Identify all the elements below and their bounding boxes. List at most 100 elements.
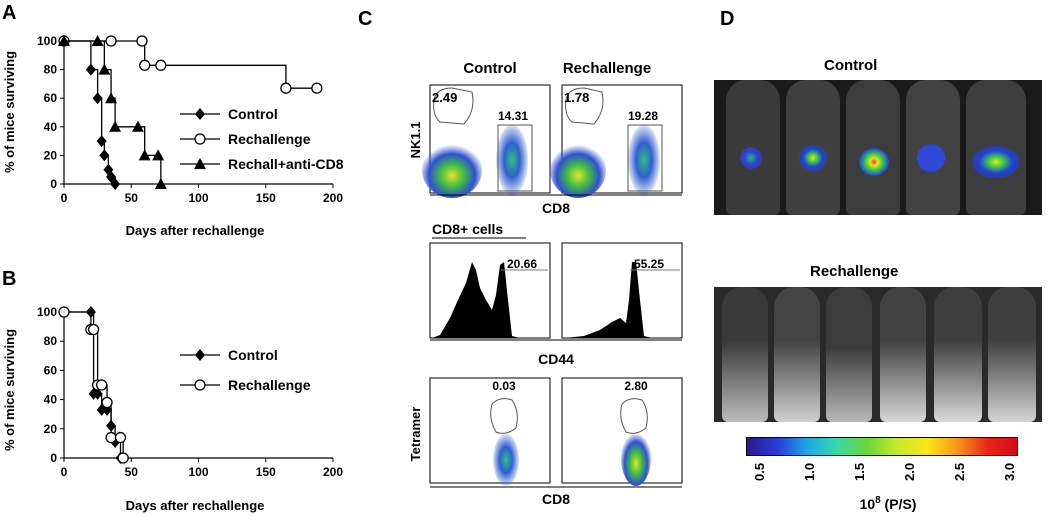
panel-letter-d: D: [720, 8, 735, 30]
b-point-1-5: [101, 396, 113, 409]
c-row2-xlabel: CD44: [538, 351, 574, 367]
d-colorbar-exp: 8: [875, 495, 881, 506]
a-xtick-label-4: 200: [323, 191, 343, 205]
c-row1-control-cd8-value: 14.31: [498, 109, 528, 123]
d-cbar-tick-2: 1.5: [852, 463, 867, 481]
a-xtick-label-1: 50: [125, 191, 139, 205]
c-row3-xlabel: CD8: [542, 491, 570, 507]
a-xlabel: Days after rechallenge: [126, 223, 265, 238]
a-point-0-7: [110, 178, 121, 190]
c-row3-control-plot: [429, 377, 551, 484]
d-rechall-mouse-1: [722, 287, 768, 422]
a-point-1-2: [136, 35, 148, 47]
d-rechall-mouse-3: [826, 287, 872, 422]
a-ytick-label-5: 100: [37, 34, 57, 48]
a-point-2-3: [105, 92, 118, 104]
c-row1-rechall-dense: [550, 142, 606, 198]
c-row1-rechall-nk-value: 1.78: [564, 90, 589, 105]
c-row1-control-nk-value: 2.49: [432, 90, 457, 105]
b-point-1-2: [87, 323, 100, 336]
b-legend-label-0: Control: [228, 347, 278, 363]
d-cbar-tick-5: 3.0: [1002, 463, 1017, 481]
a-point-0-4: [99, 149, 110, 162]
c-row2-control-value: 20.66: [507, 257, 537, 271]
c-row3-rechall-pop: [621, 430, 651, 486]
a-point-1-1: [105, 35, 117, 47]
d-control-image: [714, 80, 1042, 215]
c-row1-control-cd8-pop: [496, 125, 528, 195]
c-row3-rechall-value: 2.80: [624, 379, 648, 393]
a-point-2-8: [154, 178, 167, 189]
a-ytick-label-1: 20: [44, 148, 58, 162]
c-row3-ylabel: Tetramer: [408, 407, 423, 462]
a-point-2-5: [131, 120, 144, 132]
d-signal-4: [917, 144, 945, 172]
b-ytick-label-3: 60: [44, 363, 58, 377]
b-ytick-label-2: 40: [44, 393, 58, 407]
d-cbar-tick-3: 2.0: [902, 463, 917, 481]
survival-chart-a: % of mice surviving Days after rechallen…: [2, 34, 344, 238]
a-point-2-0: [58, 35, 70, 46]
d-colorbar: [746, 437, 1018, 456]
c-row1-control-cd8-gate: [497, 124, 533, 192]
a-ytick-label-2: 40: [44, 120, 58, 134]
a-legend-label-1: Rechallenge: [228, 131, 311, 147]
c-row2-title: CD8+ cells: [432, 221, 503, 237]
a-ytick-label-0: 0: [50, 177, 57, 191]
a-point-0-3: [96, 135, 107, 148]
a-xtick-label-0: 0: [61, 191, 68, 205]
b-xtick-label-1: 50: [125, 465, 139, 479]
b-point-1-7: [114, 431, 127, 444]
a-point-1-6: [311, 82, 323, 94]
b-point-1-6: [105, 431, 117, 444]
c-row2-control-histogram: [432, 262, 520, 338]
c-row2-rechall-value: 55.25: [634, 257, 664, 271]
d-rechallenge-image: [714, 287, 1042, 422]
d-colorbar-label: 108 (P/S): [860, 495, 917, 512]
b-ytick-label-0: 0: [50, 451, 57, 465]
d-rechall-mouse-2: [774, 287, 820, 422]
b-ylabel: % of mice surviving: [2, 329, 17, 451]
a-series-line-1: [64, 40, 317, 89]
a-legend-marker-2: [194, 158, 206, 169]
c-row1-rechall-nk-gate: [565, 87, 604, 125]
c-row3-control-gate: [490, 398, 518, 434]
d-signal-3: [859, 148, 889, 176]
a-xtick-label-2: 100: [188, 191, 208, 205]
b-xtick-label-3: 150: [256, 465, 276, 479]
c-row1-control-nk-gate: [433, 87, 474, 125]
d-rechall-mouse-5: [934, 287, 982, 422]
a-point-1-4: [155, 59, 167, 71]
d-cbar-tick-1: 1.0: [802, 463, 817, 481]
a-xtick-label-3: 150: [256, 191, 276, 205]
a-point-2-4: [109, 120, 122, 132]
c-col-control: Control: [463, 60, 516, 77]
panel-letter-b: B: [2, 268, 17, 290]
b-xlabel: Days after rechallenge: [126, 498, 265, 513]
d-cbar-tick-0: 0.5: [752, 463, 767, 481]
a-point-1-3: [139, 59, 151, 71]
a-series-line-0: [64, 40, 116, 184]
a-legend-marker-1: [194, 133, 206, 145]
a-point-2-1: [91, 35, 104, 46]
a-legend-label-0: Control: [228, 106, 278, 122]
d-rechallenge-label: Rechallenge: [810, 263, 899, 280]
c-row1-rechall-cd8-gate: [627, 124, 663, 192]
a-point-0-2: [92, 92, 103, 105]
b-point-1-0: [58, 306, 70, 318]
panel-letter-c: C: [358, 8, 373, 30]
c-row1-rechall-cd8-pop: [628, 125, 660, 195]
b-ytick-label-5: 100: [37, 305, 57, 319]
a-point-2-6: [138, 149, 151, 161]
c-row3-control-value: 0.03: [492, 379, 516, 393]
a-ytick-label-4: 80: [44, 63, 58, 77]
d-colorbar-unit: (P/S): [881, 496, 917, 512]
d-rechall-mouse-4: [880, 287, 926, 422]
c-row1-ylabel: NK1.1: [408, 122, 423, 159]
c-row1-xlabel: CD8: [542, 200, 570, 216]
c-row2-rechall-histogram: [564, 262, 652, 338]
a-ytick-label-3: 60: [44, 91, 58, 105]
d-control-signal-overlay: [740, 144, 1020, 178]
d-colorbar-base: 10: [860, 496, 876, 512]
a-point-2-7: [152, 149, 165, 161]
